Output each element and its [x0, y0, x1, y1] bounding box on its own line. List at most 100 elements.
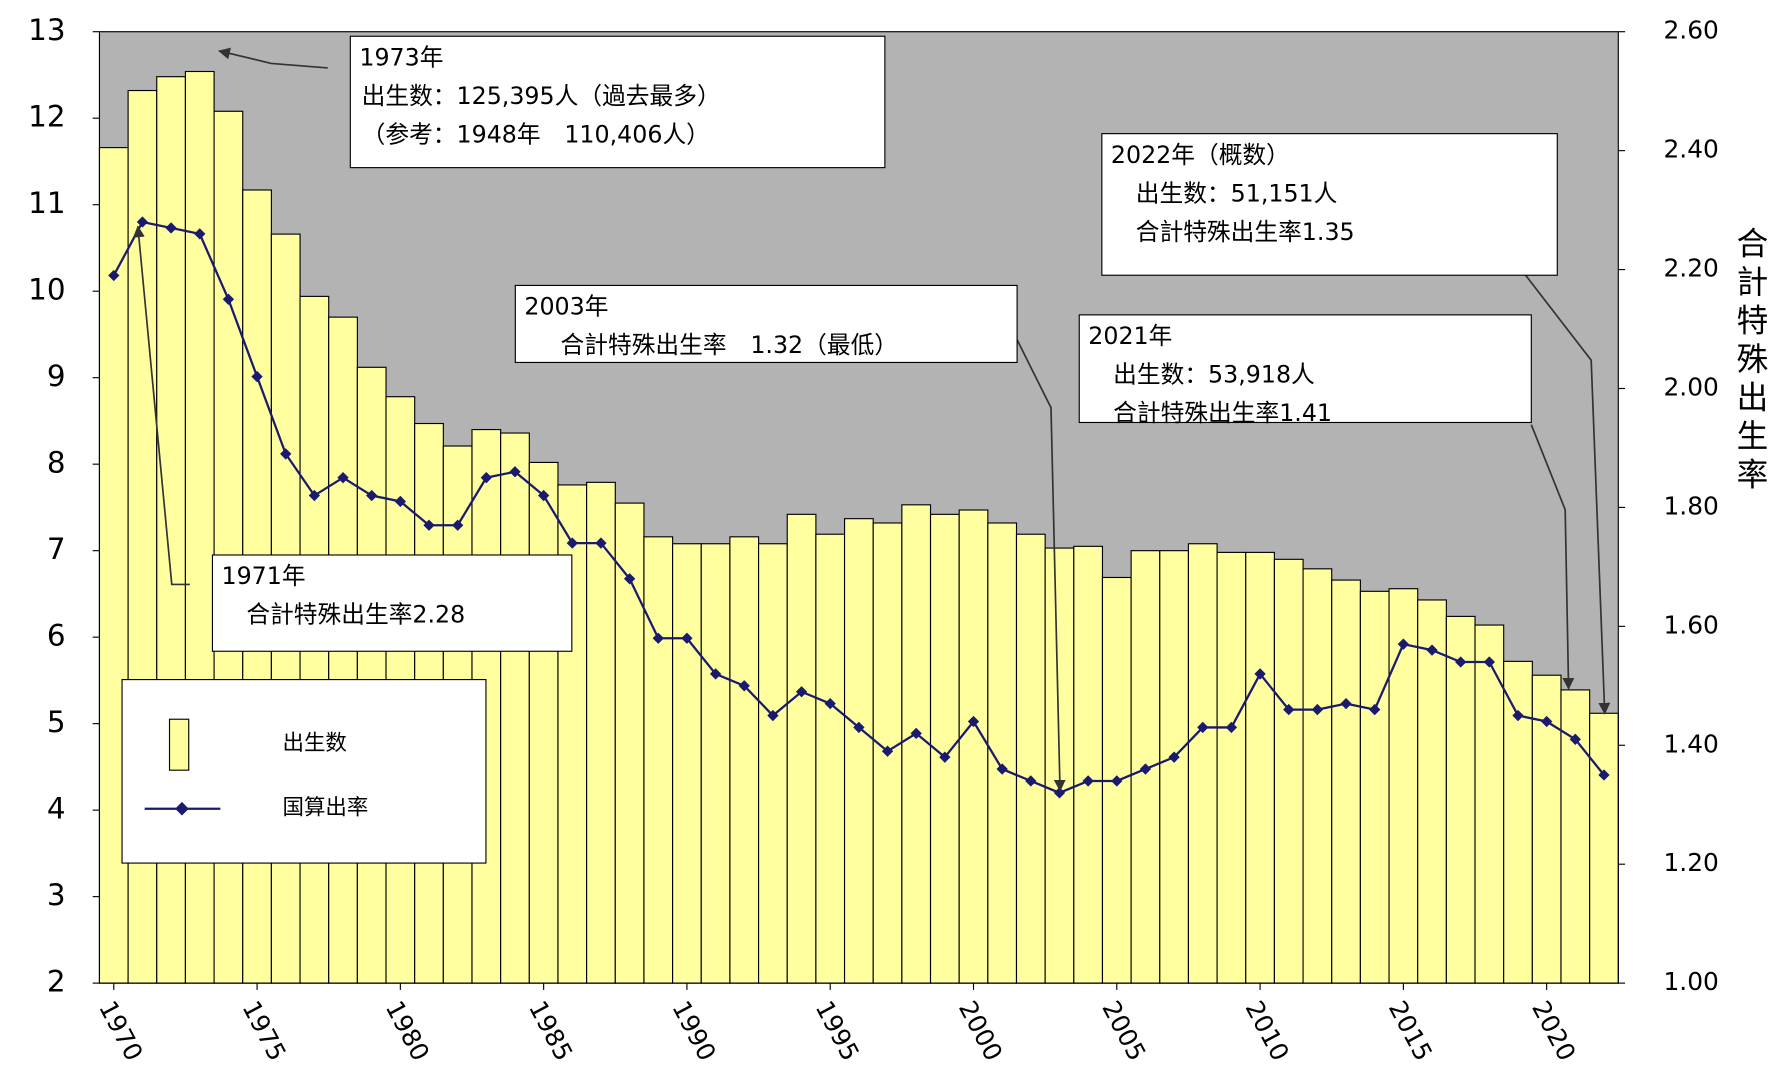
annotation-text: 2021年 [1088, 322, 1172, 350]
line-marker [824, 697, 836, 710]
arrow [1524, 274, 1611, 715]
y-tick-label: 5 [47, 705, 66, 739]
line-marker [108, 269, 120, 282]
line-marker [1082, 775, 1094, 787]
line-marker [537, 489, 550, 502]
y-tick-label: 11 [28, 186, 65, 220]
arrow [218, 47, 328, 69]
bar [672, 543, 702, 984]
line-marker [1512, 709, 1524, 722]
bar [815, 533, 846, 984]
y2-tick-label: 2.40 [1664, 135, 1719, 164]
bar [843, 518, 874, 984]
line-marker [423, 519, 435, 531]
legend-swatch [168, 718, 190, 771]
y-tick-label: 7 [47, 532, 66, 566]
line-marker [939, 751, 951, 763]
bar [758, 543, 788, 984]
annotation-text: 1973年 [359, 43, 443, 71]
legend-label: 国算出率 [283, 796, 369, 821]
line-marker [652, 632, 664, 644]
line-marker [308, 489, 321, 502]
bar [1245, 551, 1275, 984]
line-marker [136, 216, 149, 228]
bar [1273, 558, 1304, 984]
annotation-box [349, 35, 886, 169]
line-marker [1340, 697, 1352, 710]
arrow [1530, 424, 1575, 690]
line-marker [1197, 721, 1209, 734]
line-marker [767, 709, 779, 722]
bar [1216, 551, 1247, 984]
annotation-text: 2003年 [524, 293, 608, 321]
y2-tick-label: 2.00 [1664, 372, 1719, 401]
line-marker [1283, 703, 1295, 716]
line-marker [480, 472, 492, 484]
annotation-text: 出生数：125,395人（過去最多） [362, 82, 721, 110]
line-marker [1541, 715, 1553, 728]
bar [528, 461, 559, 984]
x-tick-label: 2015 [1383, 996, 1438, 1066]
bar [958, 509, 989, 984]
line-marker [595, 537, 607, 549]
bar [1589, 712, 1619, 984]
y2-tick-label: 2.60 [1664, 16, 1719, 45]
y-tick-label: 6 [47, 619, 66, 653]
annotation-text: 1971年 [222, 562, 306, 590]
y2-axis-label: 合計特殊出生率 [1731, 226, 1768, 496]
line-marker [566, 537, 578, 549]
x-tick-label: 2005 [1096, 996, 1151, 1066]
bar [1187, 543, 1218, 984]
x-tick-label: 1995 [810, 996, 865, 1066]
bar [1417, 599, 1447, 984]
y-tick-label: 13 [28, 13, 65, 47]
line-marker [1139, 763, 1152, 775]
annotation-box [1078, 314, 1532, 424]
annotation-text: （参考：1948年 110,406人） [362, 120, 710, 148]
arrow [132, 225, 190, 586]
line-marker [795, 686, 808, 698]
line-marker [366, 489, 378, 502]
line-marker [1311, 703, 1324, 716]
line-marker [165, 222, 177, 234]
bar [1503, 660, 1533, 984]
x-tick-label: 2020 [1526, 996, 1581, 1066]
bar [500, 432, 530, 984]
annotation-text: 出生数：53,918人 [1113, 361, 1315, 389]
y-tick-label: 4 [47, 792, 66, 826]
y-tick-label: 9 [47, 359, 66, 393]
bar [1331, 579, 1361, 984]
bar [1015, 533, 1046, 984]
line-marker [1225, 721, 1238, 734]
x-tick-label: 2010 [1240, 996, 1295, 1066]
x-tick-label: 1990 [666, 996, 721, 1066]
y-tick-label: 2 [47, 965, 66, 999]
x-tick-label: 1970 [93, 996, 148, 1066]
annotation-box [211, 554, 573, 652]
line-marker [1254, 668, 1266, 680]
bar [586, 481, 616, 984]
legend-swatch [175, 801, 189, 816]
y-tick-label: 3 [47, 878, 66, 912]
bar [1359, 590, 1390, 984]
x-tick-label: 1985 [523, 996, 578, 1066]
y2-tick-label: 1.80 [1664, 491, 1719, 520]
annotation-text: 合計特殊出生率1.35 [1136, 218, 1355, 246]
bar [1302, 568, 1333, 984]
y2-tick-label: 1.20 [1664, 848, 1719, 877]
y-tick-label: 12 [28, 100, 65, 134]
line-marker [1111, 775, 1123, 787]
y2-tick-label: 1.00 [1664, 967, 1719, 996]
bar [1388, 588, 1419, 984]
annotation-text: 合計特殊出生率2.28 [246, 601, 465, 629]
line-marker [681, 632, 693, 644]
bar [729, 536, 760, 984]
line-marker [709, 668, 722, 680]
bar [1073, 545, 1104, 984]
line-marker [194, 228, 206, 240]
line-marker [1598, 769, 1610, 781]
annotation-box [514, 284, 1018, 364]
